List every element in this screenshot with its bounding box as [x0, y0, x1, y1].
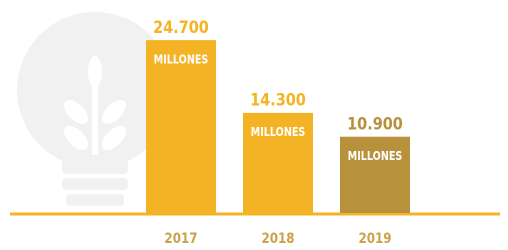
x-tick-label: 2018 — [261, 231, 294, 247]
value-label: 10.900 — [347, 113, 403, 133]
chart: 24.700 MILLONES 2017 14.300 MILLONES 2018 10.9… — [0, 0, 508, 250]
x-tick-label: 2019 — [358, 231, 391, 247]
unit-label: MILLONES — [348, 149, 403, 163]
value-label: 24.700 — [153, 17, 209, 37]
x-tick-label: 2017 — [164, 231, 197, 247]
unit-label: MILLONES — [154, 52, 209, 66]
unit-label: MILLONES — [251, 125, 306, 139]
value-label: 14.300 — [250, 90, 306, 110]
